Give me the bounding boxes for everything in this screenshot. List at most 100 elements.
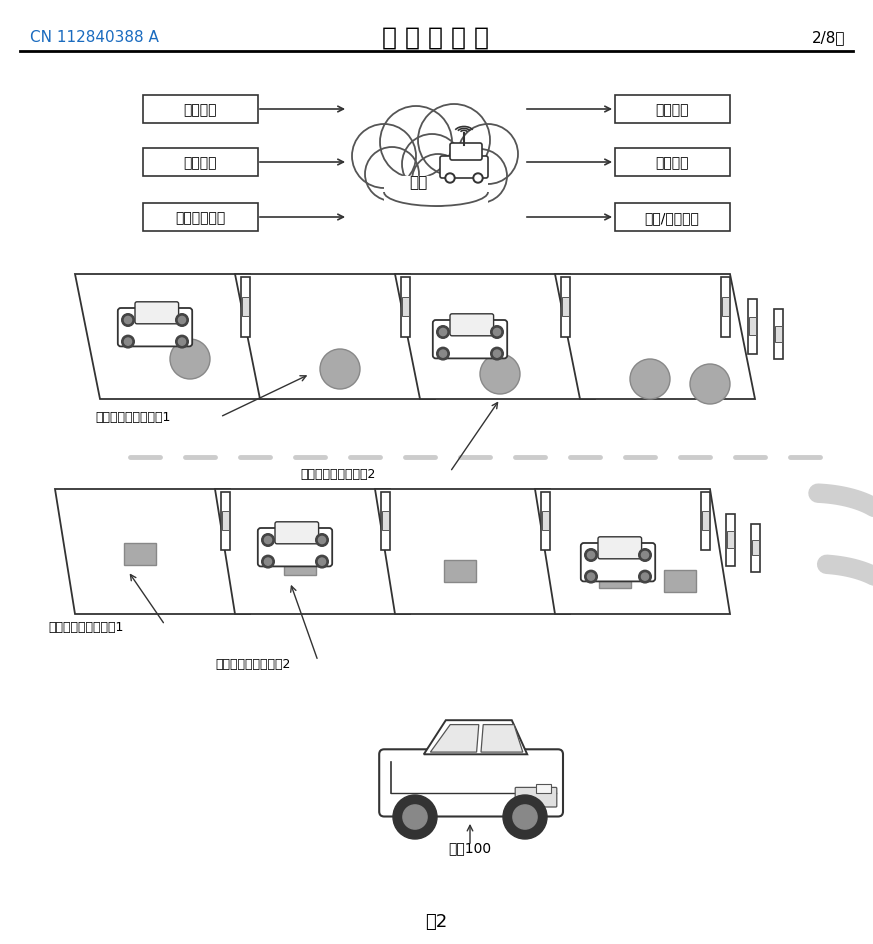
- Text: 空中升级: 空中升级: [656, 103, 689, 117]
- Text: 圆形无线充电发射端1: 圆形无线充电发射端1: [95, 411, 170, 424]
- FancyBboxPatch shape: [440, 157, 488, 178]
- Circle shape: [265, 559, 272, 565]
- Polygon shape: [75, 275, 275, 399]
- Polygon shape: [535, 490, 730, 615]
- Circle shape: [447, 176, 453, 182]
- Polygon shape: [235, 275, 435, 399]
- Bar: [702, 512, 709, 531]
- Circle shape: [588, 573, 595, 581]
- FancyBboxPatch shape: [118, 309, 192, 347]
- Text: 路径引导: 路径引导: [183, 156, 217, 170]
- FancyBboxPatch shape: [450, 314, 493, 336]
- FancyBboxPatch shape: [598, 537, 642, 559]
- Text: 软件/算法更新: 软件/算法更新: [644, 211, 699, 225]
- FancyBboxPatch shape: [450, 143, 482, 160]
- Circle shape: [491, 348, 504, 361]
- Circle shape: [175, 336, 189, 348]
- Bar: [402, 297, 409, 316]
- Bar: [722, 297, 729, 316]
- Polygon shape: [481, 725, 523, 752]
- Text: 图2: 图2: [425, 912, 447, 930]
- Circle shape: [639, 571, 651, 583]
- Bar: [384, 177, 488, 207]
- FancyBboxPatch shape: [379, 750, 563, 817]
- Bar: [401, 278, 410, 338]
- Circle shape: [480, 355, 520, 395]
- Bar: [664, 570, 696, 593]
- Circle shape: [475, 176, 481, 182]
- Circle shape: [124, 317, 132, 324]
- Circle shape: [585, 549, 597, 562]
- Circle shape: [439, 350, 447, 358]
- Circle shape: [630, 360, 670, 399]
- Text: 云端: 云端: [409, 176, 427, 191]
- Circle shape: [503, 795, 547, 839]
- Polygon shape: [555, 275, 755, 399]
- Bar: [615, 96, 730, 124]
- Circle shape: [473, 174, 483, 184]
- Circle shape: [436, 327, 450, 339]
- Circle shape: [265, 537, 272, 544]
- FancyBboxPatch shape: [258, 529, 333, 566]
- Bar: [752, 540, 759, 556]
- Circle shape: [493, 329, 500, 336]
- Circle shape: [352, 125, 416, 189]
- Circle shape: [585, 571, 597, 583]
- Bar: [751, 525, 760, 572]
- Bar: [242, 297, 249, 316]
- Text: CN 112840388 A: CN 112840388 A: [30, 30, 159, 45]
- Polygon shape: [55, 490, 250, 615]
- Bar: [536, 784, 552, 793]
- Bar: [615, 204, 730, 232]
- Bar: [221, 493, 230, 550]
- Text: 车位匹配: 车位匹配: [183, 103, 217, 117]
- Text: 圆形无线充电发射端2: 圆形无线充电发射端2: [300, 468, 375, 481]
- Circle shape: [319, 559, 326, 565]
- Bar: [143, 149, 258, 177]
- Circle shape: [513, 805, 537, 829]
- Circle shape: [175, 314, 189, 327]
- Bar: [749, 318, 756, 335]
- Bar: [774, 310, 783, 360]
- Circle shape: [365, 148, 419, 202]
- Polygon shape: [430, 725, 478, 752]
- Circle shape: [121, 336, 134, 348]
- Circle shape: [458, 125, 518, 185]
- Circle shape: [445, 174, 455, 184]
- FancyBboxPatch shape: [581, 544, 656, 582]
- Circle shape: [124, 339, 132, 346]
- Circle shape: [121, 314, 134, 327]
- Bar: [143, 96, 258, 124]
- FancyBboxPatch shape: [433, 321, 507, 359]
- Circle shape: [393, 795, 437, 839]
- Text: 说 明 书 附 图: 说 明 书 附 图: [382, 26, 490, 50]
- Circle shape: [320, 349, 360, 390]
- Circle shape: [639, 549, 651, 562]
- Polygon shape: [215, 490, 410, 615]
- Bar: [748, 299, 757, 355]
- Circle shape: [412, 155, 464, 207]
- Bar: [241, 278, 250, 338]
- Text: 矩形无线充电发射端2: 矩形无线充电发射端2: [215, 658, 291, 671]
- Circle shape: [453, 150, 507, 204]
- Bar: [727, 531, 734, 548]
- Circle shape: [588, 552, 595, 559]
- Bar: [701, 493, 710, 550]
- Circle shape: [262, 534, 274, 547]
- Circle shape: [418, 105, 490, 177]
- FancyBboxPatch shape: [515, 787, 557, 807]
- Text: 矩形无线充电发射端1: 矩形无线充电发射端1: [48, 621, 123, 633]
- Circle shape: [436, 348, 450, 361]
- Bar: [726, 514, 735, 566]
- Circle shape: [380, 107, 452, 178]
- Circle shape: [439, 329, 447, 336]
- Circle shape: [493, 350, 500, 358]
- Polygon shape: [423, 720, 527, 754]
- Bar: [382, 512, 389, 531]
- Text: 地图服务: 地图服务: [656, 156, 689, 170]
- Circle shape: [316, 534, 328, 547]
- Bar: [721, 278, 730, 338]
- Circle shape: [178, 339, 186, 346]
- Circle shape: [642, 552, 649, 559]
- Circle shape: [403, 805, 427, 829]
